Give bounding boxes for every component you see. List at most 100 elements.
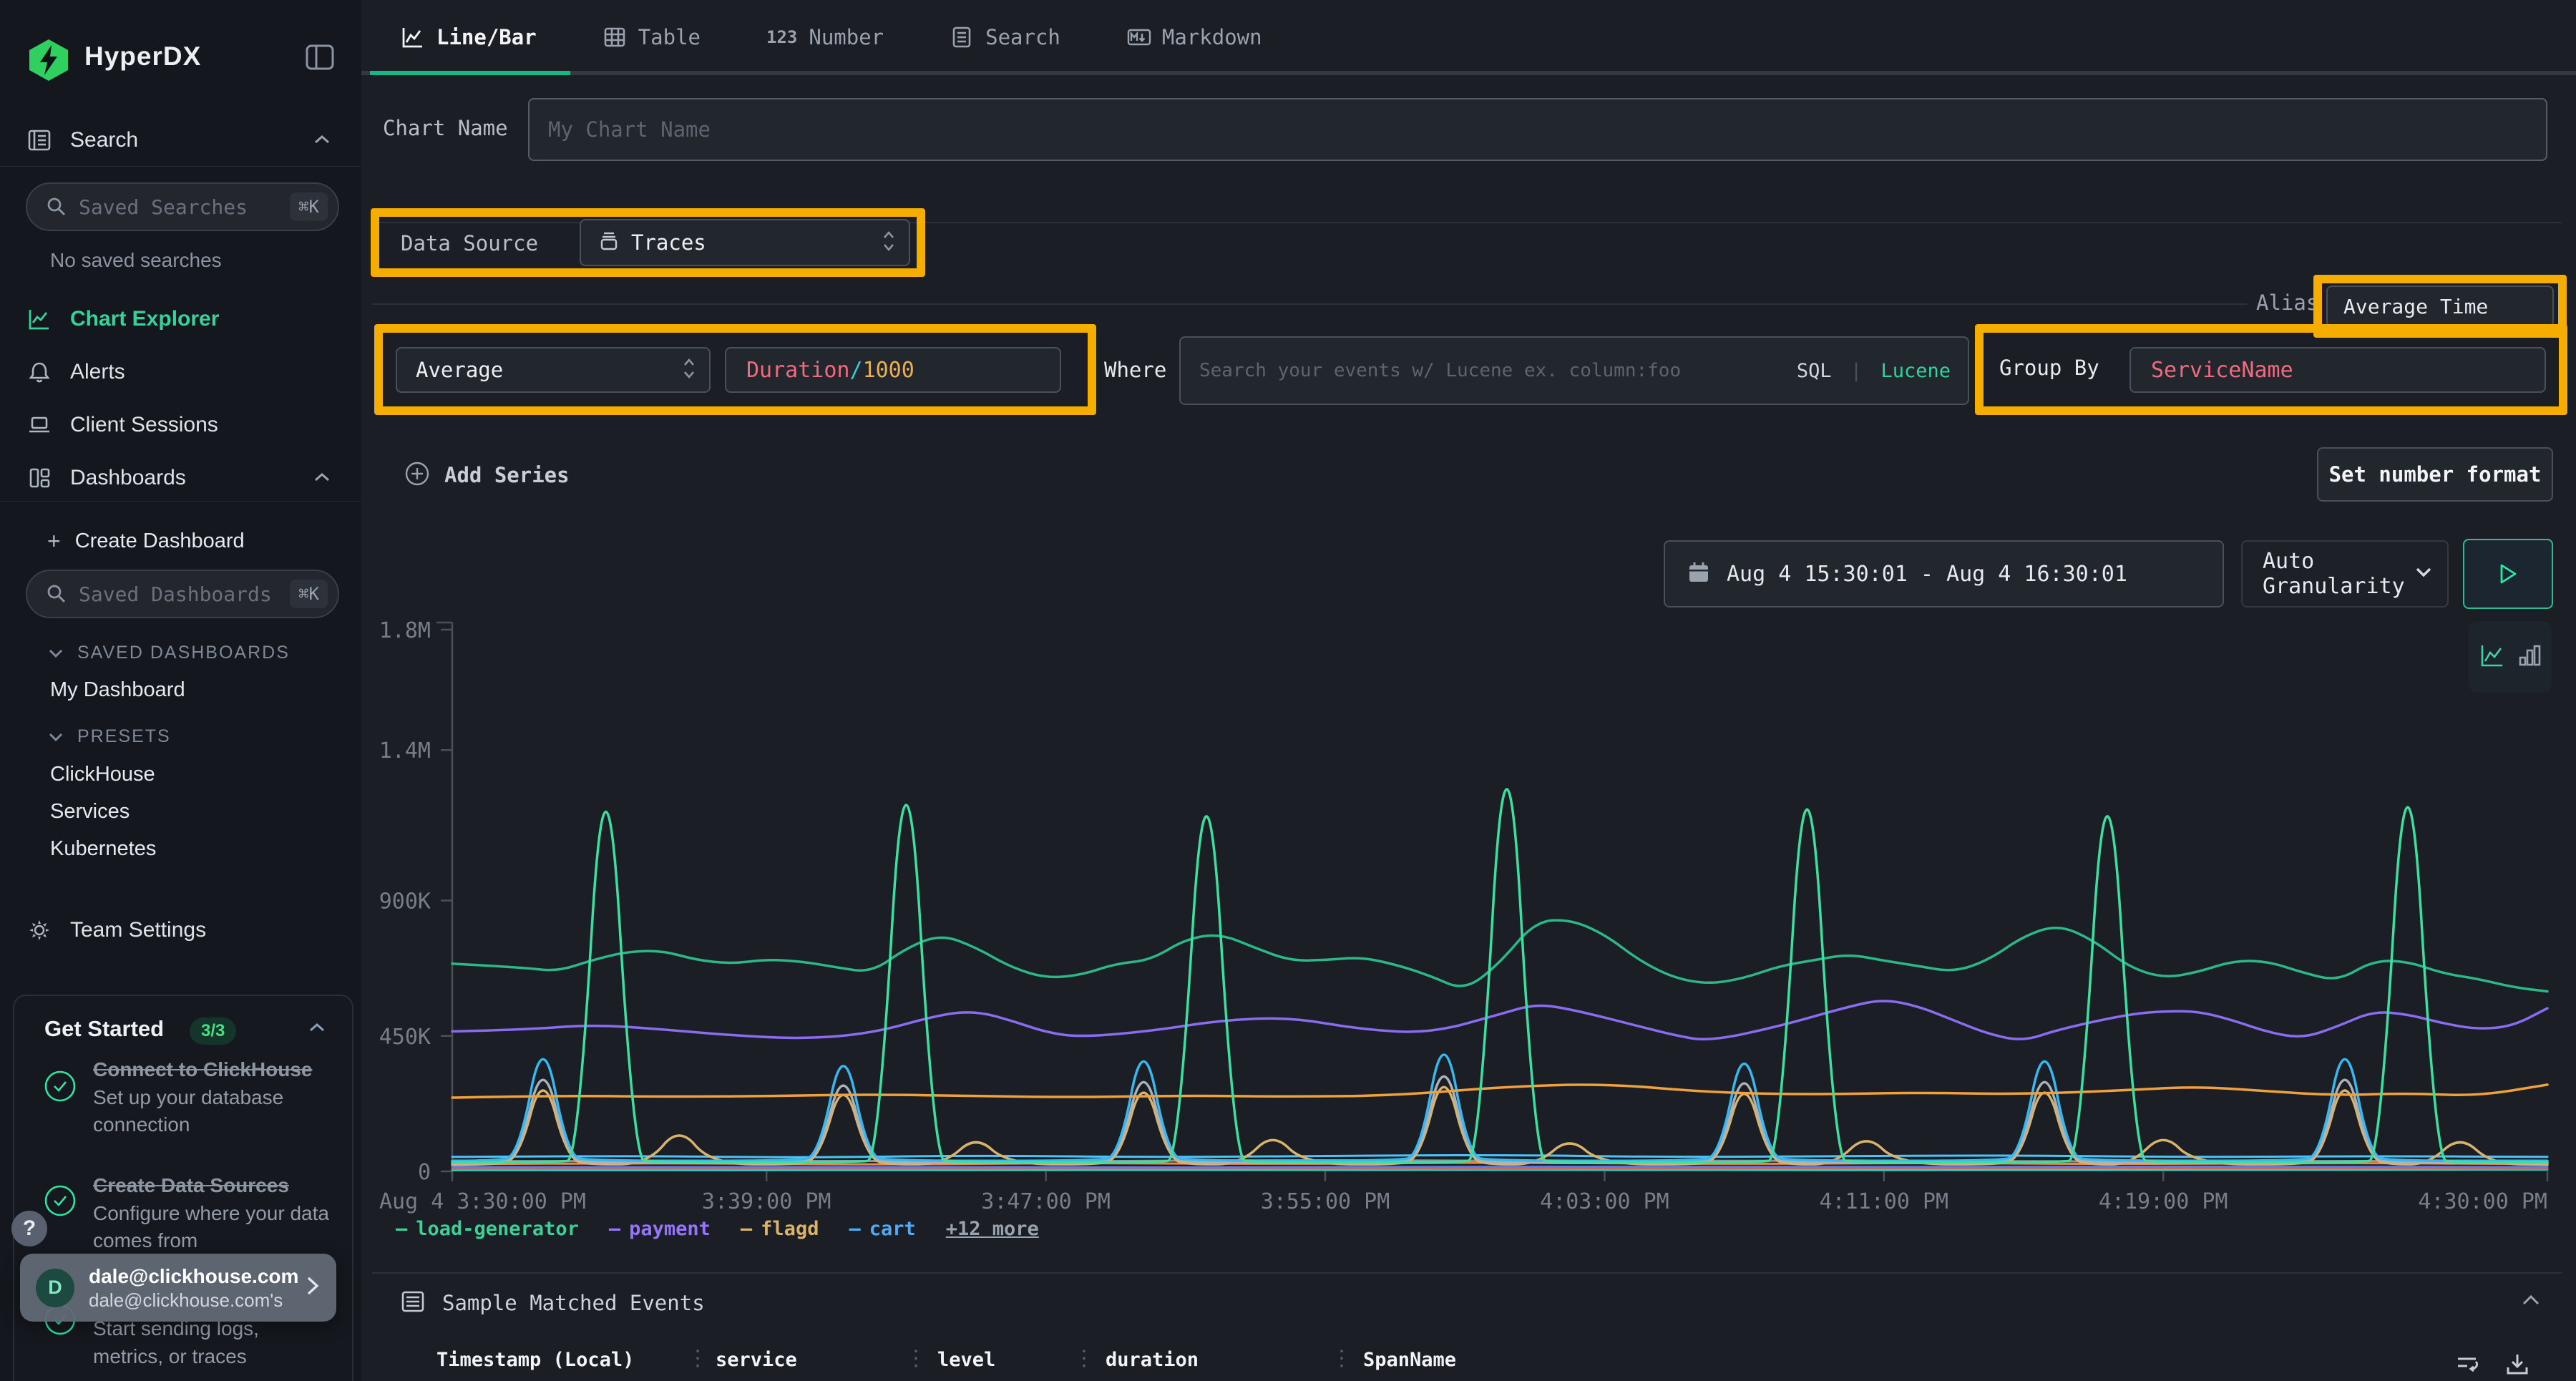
column-duration[interactable]: duration [1106, 1349, 1199, 1371]
updown-chevrons-icon [882, 229, 896, 256]
column-service[interactable]: service [716, 1349, 797, 1371]
sidebar-item-chart-explorer[interactable]: Chart Explorer [0, 299, 361, 339]
legend-item-load-generator[interactable]: — load-generator [396, 1218, 579, 1240]
search-icon [46, 583, 67, 605]
sidebar-item-my-dashboard[interactable]: My Dashboard [50, 678, 185, 701]
tab-label: Number [809, 25, 884, 49]
no-saved-searches-text: No saved searches [50, 249, 222, 271]
sidebar: HyperDX Search Saved Searches ⌘K No save… [0, 0, 362, 1381]
dashboards-icon [27, 466, 52, 490]
svg-text:1.8M: 1.8M [379, 618, 431, 643]
tab-search[interactable]: Search [950, 25, 1060, 49]
wrap-lines-icon[interactable] [2454, 1350, 2483, 1381]
granularity-select[interactable]: Auto Granularity [2241, 540, 2449, 607]
sql-toggle[interactable]: SQL [1796, 359, 1832, 382]
search-section-label: Search [70, 128, 139, 152]
sidebar-item-dashboards[interactable]: Dashboards [0, 458, 361, 498]
presets-group-label: PRESETS [77, 726, 171, 746]
alias-field[interactable]: Average Time [2326, 286, 2554, 327]
saved-dashboards-input[interactable]: Saved Dashboards ⌘K [26, 570, 339, 618]
events-table-header: Timestamp (Local) ⋮ service ⋮ level ⋮ du… [361, 1346, 2576, 1381]
user-menu[interactable]: D dale@clickhouse.com dale@clickhouse.co… [20, 1254, 336, 1322]
get-started-item-2[interactable]: Create Data Sources Configure where your… [93, 1172, 333, 1255]
aggregation-select[interactable]: Average [396, 347, 711, 393]
presets-group[interactable]: PRESETS [47, 726, 171, 747]
search-section-icon [27, 128, 52, 152]
where-placeholder: Search your events w/ Lucene ex. column:… [1199, 360, 1682, 381]
sidebar-item-clickhouse[interactable]: ClickHouse [50, 763, 155, 786]
get-started-item-3[interactable]: Start sending logs, metrics, or traces [93, 1317, 259, 1367]
add-series-button[interactable]: Add Series [403, 459, 570, 491]
help-button[interactable]: ? [11, 1211, 47, 1246]
collapse-sidebar-icon[interactable] [304, 42, 336, 73]
saved-searches-placeholder: Saved Searches [79, 195, 248, 219]
granularity-value: Auto Granularity [2263, 549, 2405, 599]
chart-name-input[interactable] [530, 99, 2546, 160]
tab-markdown[interactable]: Markdown [1126, 25, 1262, 49]
bell-icon [27, 360, 52, 384]
chevron-right-icon [305, 1274, 321, 1302]
chevron-up-icon[interactable] [306, 1020, 328, 1038]
group-by-field[interactable]: ServiceName [2129, 347, 2546, 393]
tab-table[interactable]: Table [602, 25, 701, 49]
bar-style-icon[interactable] [2517, 642, 2542, 672]
lucene-toggle[interactable]: Lucene [1880, 359, 1951, 382]
sidebar-item-kubernetes[interactable]: Kubernetes [50, 837, 157, 860]
legend-item-cart[interactable]: — cart [849, 1218, 916, 1240]
legend-item-payment[interactable]: — payment [608, 1218, 711, 1240]
sidebar-item-client-sessions[interactable]: Client Sessions [0, 405, 361, 445]
tabbar-active-indicator [370, 71, 570, 75]
avatar: D [36, 1268, 74, 1307]
sidebar-item-services[interactable]: Services [50, 800, 130, 823]
column-timestamp[interactable]: Timestamp (Local) [436, 1349, 635, 1371]
chevron-down-icon [49, 649, 63, 658]
toggle-divider: | [1850, 359, 1863, 382]
shortcut-badge: ⌘K [290, 192, 328, 221]
field-formula-input[interactable]: Duration/1000 [725, 347, 1061, 393]
formula-operator: / [849, 357, 863, 383]
where-field[interactable]: Search your events w/ Lucene ex. column:… [1179, 336, 1969, 405]
collapse-section-icon[interactable] [2519, 1292, 2543, 1311]
task-desc: Configure where your data comes from [93, 1201, 329, 1252]
data-source-select[interactable]: Traces [580, 219, 910, 266]
where-label: Where [1104, 358, 1167, 382]
sidebar-section-search[interactable]: Search [0, 120, 361, 160]
sidebar-item-team-settings[interactable]: Team Settings [0, 910, 361, 950]
timeseries-chart[interactable]: 0 450K 900K 1.4M 1.8M Aug 4 3:30:00 PM 3:39:00… [372, 615, 2562, 1216]
laptop-icon [27, 413, 52, 437]
saved-searches-input[interactable]: Saved Searches ⌘K [26, 182, 339, 231]
legend-item-flagd[interactable]: — flagd [740, 1218, 819, 1240]
user-sub-label: dale@clickhouse.com's [89, 1289, 283, 1311]
task-title: Connect to ClickHouse [93, 1058, 313, 1080]
chart-name-field[interactable] [528, 98, 2547, 161]
legend-more-link[interactable]: +12 more [945, 1218, 1039, 1240]
run-query-button[interactable] [2463, 539, 2553, 609]
chevron-up-icon [311, 128, 333, 152]
saved-dashboards-group[interactable]: SAVED DASHBOARDS [47, 643, 290, 663]
tab-line-bar[interactable]: Line/Bar [401, 25, 537, 49]
play-icon [2500, 564, 2517, 584]
get-started-badge: 3/3 [190, 1018, 237, 1045]
sidebar-item-alerts[interactable]: Alerts [0, 352, 361, 392]
set-number-format-button[interactable]: Set number format [2317, 447, 2553, 502]
line-style-icon[interactable] [2479, 642, 2506, 672]
column-separator: ⋮ [687, 1346, 708, 1371]
alias-highlight: Average Time [2313, 275, 2567, 338]
document-icon [950, 25, 974, 49]
download-icon[interactable] [2503, 1350, 2532, 1381]
chart-type-tabbar: Line/Bar Table 123 Number Search [361, 0, 2576, 74]
date-range-picker[interactable]: Aug 4 15:30:01 - Aug 4 16:30:01 [1664, 540, 2224, 607]
svg-text:4:03:00 PM: 4:03:00 PM [1540, 1189, 1669, 1214]
get-started-item-1[interactable]: Connect to ClickHouse Set up your databa… [93, 1056, 333, 1139]
alias-value: Average Time [2343, 294, 2489, 318]
column-level[interactable]: level [937, 1349, 996, 1371]
create-dashboard-button[interactable]: + Create Dashboard [47, 528, 245, 555]
tab-label: Table [638, 25, 701, 49]
group-by-highlight: Group By ServiceName [1975, 324, 2567, 415]
updown-chevrons-icon [682, 356, 696, 384]
chart-explorer-icon [27, 307, 52, 331]
get-started-panel: Get Started 3/3 Connect to ClickHouse Se… [13, 995, 353, 1381]
tab-number[interactable]: 123 Number [766, 25, 884, 49]
user-email: dale@clickhouse.com [89, 1264, 299, 1287]
column-spanname[interactable]: SpanName [1363, 1349, 1457, 1371]
